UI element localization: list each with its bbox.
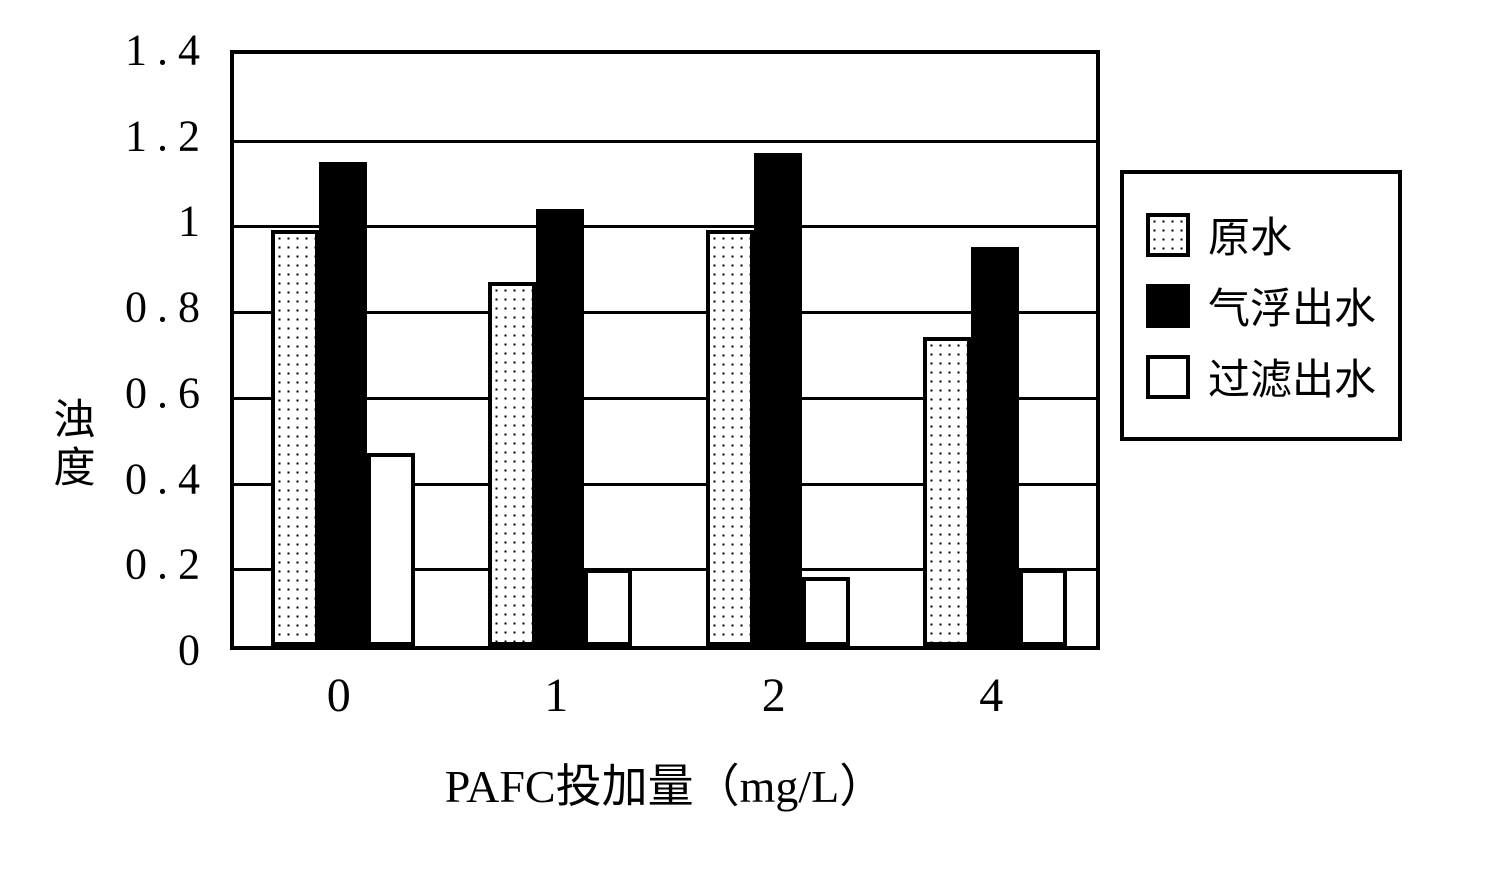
bar-group	[923, 54, 1067, 646]
bar	[923, 337, 971, 646]
y-axis-ticks: 00.20.40.60.811.21.4	[100, 30, 220, 650]
bar	[706, 230, 754, 646]
legend-swatch	[1146, 355, 1190, 399]
x-axis-ticks: 0 1 2 4	[230, 660, 1100, 730]
bar	[271, 230, 319, 646]
chart-container: 浊度 00.20.40.60.811.21.4 0124 PAFC投加量（mg/…	[40, 30, 1460, 860]
bar	[1019, 569, 1067, 646]
bar-group	[706, 54, 850, 646]
legend-item: 气浮出水	[1146, 275, 1376, 336]
legend: 原水气浮出水过滤出水	[1120, 170, 1402, 441]
x-tick-label: 2	[762, 668, 786, 723]
bar	[754, 153, 802, 646]
y-tick-label: 1.4	[125, 25, 210, 76]
legend-label: 原水	[1208, 204, 1292, 265]
legend-swatch	[1146, 284, 1190, 328]
y-tick-label: 0.2	[125, 539, 210, 590]
bar-group	[271, 54, 415, 646]
y-tick-label: 0.4	[125, 453, 210, 504]
plot-area	[230, 50, 1100, 650]
bar	[319, 162, 367, 646]
x-tick-label: 0	[327, 668, 351, 723]
bar	[367, 453, 415, 646]
y-tick-label: 0.8	[125, 282, 210, 333]
bar	[584, 569, 632, 646]
x-tick-label: 1	[544, 668, 568, 723]
legend-item: 过滤出水	[1146, 346, 1376, 407]
legend-label: 过滤出水	[1208, 346, 1376, 407]
legend-label: 气浮出水	[1208, 275, 1376, 336]
y-tick-label: 0.6	[125, 367, 210, 418]
bar	[536, 209, 584, 646]
bar	[971, 247, 1019, 646]
bar	[802, 577, 850, 646]
bar	[488, 282, 536, 646]
y-tick-label: 1	[178, 196, 210, 247]
bar-group	[488, 54, 632, 646]
legend-item: 原水	[1146, 204, 1376, 265]
x-tick-label: 4	[979, 668, 1003, 723]
x-axis-label: PAFC投加量（mg/L）	[230, 750, 1100, 816]
y-tick-label: 1.2	[125, 110, 210, 161]
y-axis-label: 浊度	[40, 397, 101, 493]
legend-swatch	[1146, 213, 1190, 257]
y-tick-label: 0	[178, 625, 210, 676]
bars-layer	[234, 54, 1096, 646]
